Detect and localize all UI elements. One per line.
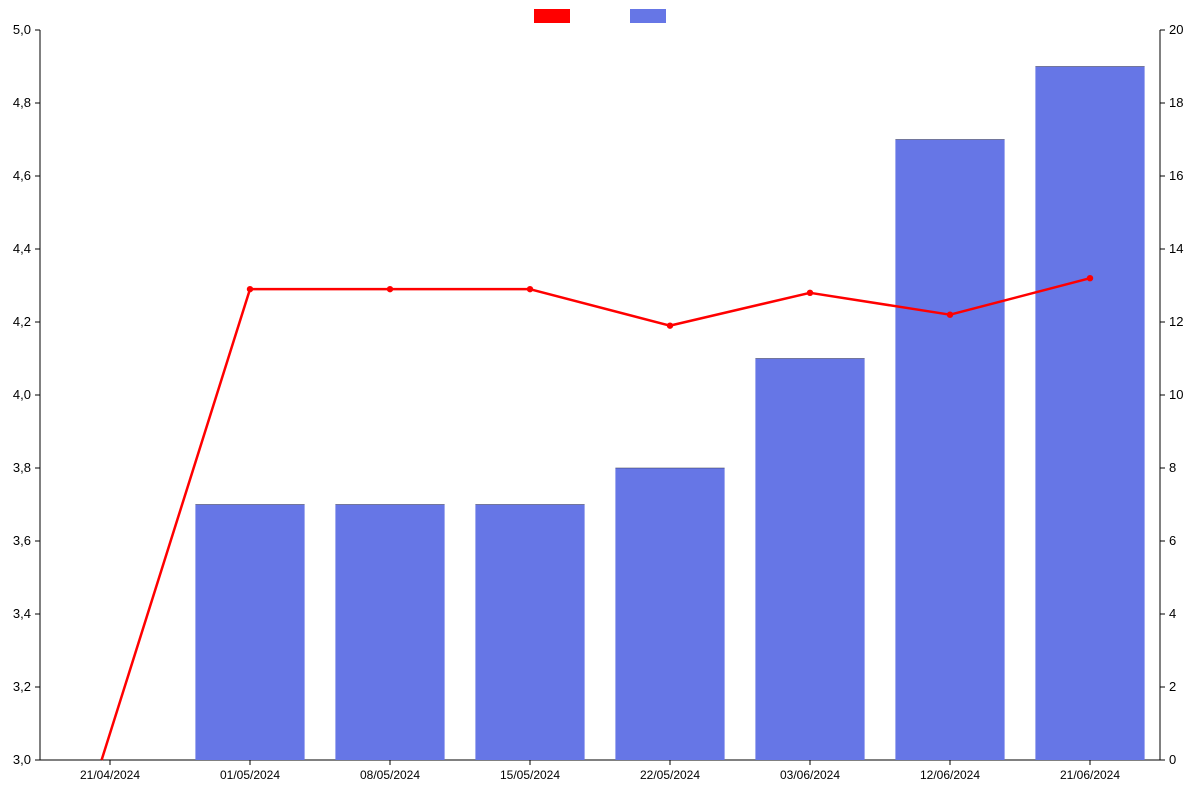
- bar: [615, 468, 724, 760]
- x-tick-label: 21/04/2024: [80, 768, 140, 782]
- y-left-tick-label: 4,2: [13, 314, 31, 329]
- y-left-tick-label: 3,4: [13, 606, 31, 621]
- line-marker: [1087, 275, 1093, 281]
- y-left-tick-label: 4,6: [13, 168, 31, 183]
- y-left-tick-label: 3,0: [13, 752, 31, 767]
- combo-chart: 3,0 3,2 3,4 3,6 3,8 4,0 4,2 4,4 4,6 4,8 5,0 0 2 4 6 8 10…: [0, 0, 1200, 800]
- y-left-tick-label: 5,0: [13, 22, 31, 37]
- y-right-tick-label: 20: [1169, 22, 1183, 37]
- y-right-tick-label: 0: [1169, 752, 1176, 767]
- legend-swatch: [630, 9, 666, 23]
- line-marker: [947, 312, 953, 318]
- bar: [475, 505, 584, 761]
- x-tick-label: 08/05/2024: [360, 768, 420, 782]
- y-right-tick-label: 8: [1169, 460, 1176, 475]
- x-tick-label: 22/05/2024: [640, 768, 700, 782]
- x-tick-label: 15/05/2024: [500, 768, 560, 782]
- legend-swatch: [534, 9, 570, 23]
- y-right-tick-label: 10: [1169, 387, 1183, 402]
- line-marker: [807, 290, 813, 296]
- bar: [335, 505, 444, 761]
- x-tick-label: 21/06/2024: [1060, 768, 1120, 782]
- line-marker: [387, 286, 393, 292]
- y-left-tick-label: 4,0: [13, 387, 31, 402]
- x-tick-label: 03/06/2024: [780, 768, 840, 782]
- x-tick-label: 01/05/2024: [220, 768, 280, 782]
- bar: [195, 505, 304, 761]
- bar: [1035, 67, 1144, 761]
- y-left-tick-label: 3,8: [13, 460, 31, 475]
- y-right-tick-label: 4: [1169, 606, 1176, 621]
- y-right-tick-label: 12: [1169, 314, 1183, 329]
- y-right-tick-label: 16: [1169, 168, 1183, 183]
- y-right-tick-label: 18: [1169, 95, 1183, 110]
- line-marker: [667, 322, 673, 328]
- line-marker: [247, 286, 253, 292]
- y-left-tick-label: 3,2: [13, 679, 31, 694]
- bar: [755, 359, 864, 761]
- y-right-tick-label: 6: [1169, 533, 1176, 548]
- y-right-tick-label: 14: [1169, 241, 1183, 256]
- bar: [895, 140, 1004, 761]
- y-right-tick-label: 2: [1169, 679, 1176, 694]
- y-left-tick-label: 4,4: [13, 241, 31, 256]
- y-left-tick-label: 4,8: [13, 95, 31, 110]
- x-tick-label: 12/06/2024: [920, 768, 980, 782]
- y-left-tick-label: 3,6: [13, 533, 31, 548]
- line-marker: [527, 286, 533, 292]
